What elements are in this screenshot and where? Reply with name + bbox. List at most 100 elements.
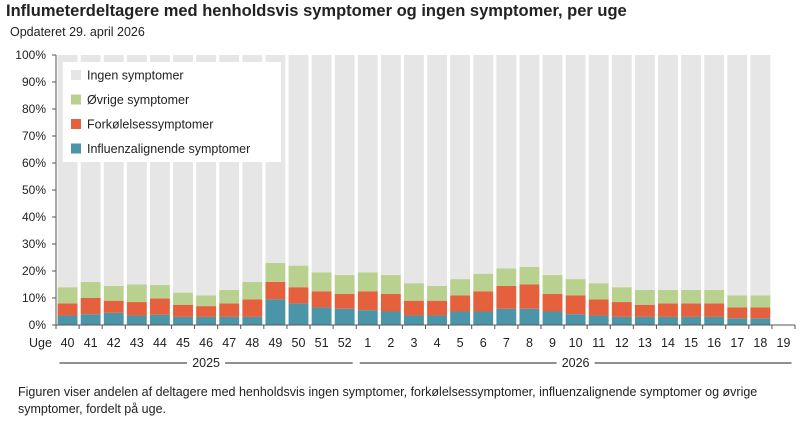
bar-segment--vrige-symptomer-47 (219, 289, 240, 304)
bar-segment--vrige-symptomer-51 (311, 272, 332, 292)
bar-segment--vrige-symptomer-41 (80, 281, 101, 298)
bar-segment-influenzalignende-symptomer-4 (427, 315, 447, 325)
bar-segment-fork-lelsessymptomer-42 (103, 300, 124, 313)
y-tick-label: 70% (22, 129, 46, 143)
bar-segment--vrige-symptomer-5 (450, 279, 471, 296)
x-tick-label: 41 (84, 336, 98, 350)
x-tick-label: 42 (107, 336, 121, 350)
x-tick-label: 43 (130, 336, 144, 350)
bar-segment-influenzalignende-symptomer-47 (219, 316, 240, 325)
bar-segment--vrige-symptomer-18 (750, 295, 771, 308)
bar-segment-ingen-symptomer-11 (588, 55, 609, 284)
bar-segment-fork-lelsessymptomer-17 (727, 307, 748, 319)
bar-segment-fork-lelsessymptomer-4 (427, 300, 447, 316)
bar-segment-ingen-symptomer-10 (565, 55, 586, 280)
bar-segment-influenzalignende-symptomer-50 (288, 303, 309, 325)
legend-swatch (71, 70, 81, 80)
bar-segment-fork-lelsessymptomer-6 (473, 291, 494, 312)
bar-segment--vrige-symptomer-17 (727, 295, 748, 308)
bar-segment-influenzalignende-symptomer-6 (473, 311, 494, 325)
bar-segment-fork-lelsessymptomer-40 (57, 303, 78, 316)
bar-segment-influenzalignende-symptomer-18 (750, 318, 771, 325)
bar-segment--vrige-symptomer-6 (473, 273, 494, 292)
y-tick-label: 20% (22, 264, 46, 278)
bar-segment-influenzalignende-symptomer-16 (704, 316, 725, 325)
y-tick-label: 0% (29, 318, 47, 332)
bar-segment--vrige-symptomer-48 (242, 281, 263, 300)
bar-segment-ingen-symptomer-15 (681, 55, 702, 290)
bar-segment-ingen-symptomer-8 (519, 55, 540, 267)
stacked-bar-chart: 0%10%20%30%40%50%60%70%80%90%100%Uge 40 41… (15, 48, 796, 370)
y-tick-label: 80% (22, 102, 46, 116)
bar-segment--vrige-symptomer-43 (126, 284, 147, 303)
x-tick-label: 48 (245, 336, 259, 350)
bar-segment--vrige-symptomer-14 (658, 289, 678, 304)
bar-segment-influenzalignende-symptomer-44 (149, 314, 170, 325)
bar-segment--vrige-symptomer-12 (611, 287, 632, 303)
bar-segment-fork-lelsessymptomer-5 (450, 295, 471, 312)
x-tick-label: 50 (292, 336, 306, 350)
bar-segment-ingen-symptomer-16 (704, 55, 725, 290)
bar-segment-fork-lelsessymptomer-15 (681, 303, 702, 317)
legend-swatch (71, 94, 81, 105)
bar-segment-fork-lelsessymptomer-8 (519, 284, 540, 309)
x-tick-label: 5 (457, 336, 464, 350)
x-tick-label: 13 (638, 336, 652, 350)
bar-segment--vrige-symptomer-45 (173, 292, 193, 305)
y-tick-label: 40% (22, 210, 46, 224)
bar-segment-fork-lelsessymptomer-10 (565, 295, 586, 315)
bar-segment-influenzalignende-symptomer-14 (658, 316, 678, 325)
chart-subtitle: Opdateret 29. april 2026 (10, 25, 145, 39)
bar-segment-influenzalignende-symptomer-40 (57, 315, 78, 325)
x-axis-prefix: Uge (29, 336, 52, 350)
x-tick-label: 8 (526, 336, 533, 350)
axes-layer: 0%10%20%30%40%50%60%70%80%90%100%Uge 40 41… (15, 48, 796, 370)
bar-segment-influenzalignende-symptomer-51 (311, 307, 332, 325)
bar-segment-ingen-symptomer-3 (404, 55, 424, 284)
bar-segment--vrige-symptomer-44 (149, 285, 170, 299)
x-tick-label: 15 (684, 336, 698, 350)
x-tick-label: 45 (176, 336, 190, 350)
bar-segment--vrige-symptomer-2 (380, 275, 401, 294)
year-label: 2025 (192, 356, 220, 370)
bar-segment-fork-lelsessymptomer-16 (704, 303, 725, 317)
x-tick-label: 52 (338, 336, 352, 350)
bar-segment--vrige-symptomer-16 (704, 289, 725, 304)
bar-segment-influenzalignende-symptomer-17 (727, 318, 748, 325)
y-tick-label: 60% (22, 156, 46, 170)
bar-segment-fork-lelsessymptomer-52 (334, 293, 355, 309)
x-tick-label: 11 (592, 336, 605, 350)
bar-segment-influenzalignende-symptomer-8 (519, 308, 540, 325)
bar-segment--vrige-symptomer-11 (588, 283, 609, 300)
bar-segment-ingen-symptomer-50 (288, 55, 309, 266)
bar-segment--vrige-symptomer-9 (542, 275, 563, 294)
bar-segment-influenzalignende-symptomer-41 (80, 314, 101, 325)
bar-segment--vrige-symptomer-7 (496, 268, 517, 286)
year-label: 2026 (562, 356, 590, 370)
bar-segment-influenzalignende-symptomer-12 (611, 316, 632, 325)
legend-label: Influenzalignende symptomer (87, 142, 250, 156)
figure-caption: Figuren viser andelen af deltagere med h… (18, 385, 758, 416)
bar-segment--vrige-symptomer-46 (196, 295, 217, 307)
bar-segment-influenzalignende-symptomer-49 (265, 299, 286, 325)
legend-label: Ingen symptomer (87, 69, 184, 83)
bar-segment-influenzalignende-symptomer-43 (126, 315, 147, 325)
bar-segment--vrige-symptomer-4 (427, 285, 447, 301)
bar-segment-fork-lelsessymptomer-2 (380, 293, 401, 312)
bar-segment-ingen-symptomer-1 (357, 55, 378, 273)
bar-segment-influenzalignende-symptomer-5 (450, 311, 471, 325)
bar-segment-fork-lelsessymptomer-43 (126, 302, 147, 316)
bar-segment--vrige-symptomer-42 (103, 285, 124, 301)
legend-swatch (71, 143, 81, 154)
bar-segment--vrige-symptomer-40 (57, 287, 78, 304)
bar-segment-ingen-symptomer-5 (450, 55, 471, 280)
y-tick-label: 90% (22, 75, 46, 89)
x-tick-label: 51 (315, 336, 329, 350)
bar-segment-influenzalignende-symptomer-52 (334, 308, 355, 325)
x-tick-label: 3 (410, 336, 417, 350)
bar-segment-fork-lelsessymptomer-46 (196, 306, 217, 317)
bar-segment-ingen-symptomer-17 (727, 55, 748, 296)
bar-segment-fork-lelsessymptomer-7 (496, 285, 517, 309)
x-tick-label: 2 (387, 336, 394, 350)
bar-segment-fork-lelsessymptomer-13 (634, 304, 655, 317)
